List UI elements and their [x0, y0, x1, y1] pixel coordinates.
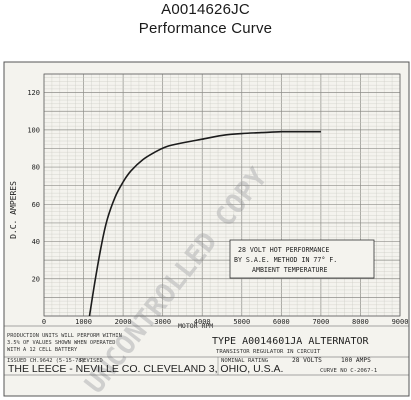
- x-tick-label: 6000: [273, 318, 290, 326]
- company-line: THE LEECE - NEVILLE CO. CLEVELAND 3, OHI…: [8, 363, 283, 375]
- hot-performance-box: 28 VOLT HOT PERFORMANCE BY S.A.E. METHOD…: [229, 239, 375, 279]
- part-number-title: A0014626JC: [161, 1, 250, 18]
- issued-note: ISSUED CH.9642 (5-15-78): [7, 358, 85, 364]
- y-tick-label: 20: [32, 275, 40, 283]
- performance-curve: [88, 130, 321, 317]
- x-tick-label: 0: [42, 318, 46, 326]
- x-tick-label: 4000: [194, 318, 211, 326]
- y-tick-label: 80: [32, 164, 40, 172]
- y-tick-label: 60: [32, 201, 40, 209]
- revised-note: REVISED: [80, 358, 103, 364]
- page-header: A0014626JC Performance Curve: [0, 0, 411, 38]
- y-tick-label: 120: [27, 89, 40, 97]
- x-tick-label: 3000: [154, 318, 171, 326]
- hot-performance-line-2: BY S.A.E. METHOD IN 77° F.: [234, 256, 337, 264]
- production-note-line-3: WITH A 12 CELL BATTERY: [7, 347, 78, 353]
- x-tick-label: 1000: [75, 318, 92, 326]
- x-tick-label: 5000: [233, 318, 250, 326]
- rating-amps: 100 AMPS: [341, 357, 371, 364]
- production-note-line-2: 3.5% OF VALUES SHOWN WHEN OPERATED: [7, 340, 115, 346]
- hot-performance-line-3: AMBIENT TEMPERATURE: [252, 266, 327, 274]
- x-tick-label: 8000: [352, 318, 369, 326]
- y-axis-label: D.C. AMPERES: [9, 181, 18, 239]
- rating-volts: 28 VOLTS: [292, 357, 322, 364]
- title-block: PRODUCTION UNITS WILL PERFORM WITHIN 3.5…: [4, 325, 409, 376]
- y-tick-label: 100: [27, 126, 40, 134]
- curve-number: CURVE NO C-2067-1: [320, 368, 377, 374]
- hot-performance-line-1: 28 VOLT HOT PERFORMANCE: [238, 246, 329, 254]
- nominal-rating-label: NOMINAL RATING: [221, 358, 269, 364]
- x-tick-label: 7000: [312, 318, 329, 326]
- production-note-line-1: PRODUCTION UNITS WILL PERFORM WITHIN: [7, 333, 122, 339]
- circuit-subtitle: TRANSISTOR REGULATOR IN CIRCUIT: [216, 349, 321, 355]
- x-tick-labels: 0 1000 2000 3000 4000 5000 6000 7000 8000 9000: [42, 318, 409, 326]
- chart-sheet: [3, 61, 410, 397]
- plot-frame: [43, 73, 401, 317]
- x-tick-label: 9000: [392, 318, 409, 326]
- y-tick-labels: 20 40 60 80 100 120: [27, 89, 40, 283]
- x-tick-label: 2000: [115, 318, 132, 326]
- chart-title: TYPE A0014601JA ALTERNATOR: [212, 336, 370, 347]
- y-tick-label: 40: [32, 238, 40, 246]
- performance-curve-subtitle: Performance Curve: [138, 20, 273, 37]
